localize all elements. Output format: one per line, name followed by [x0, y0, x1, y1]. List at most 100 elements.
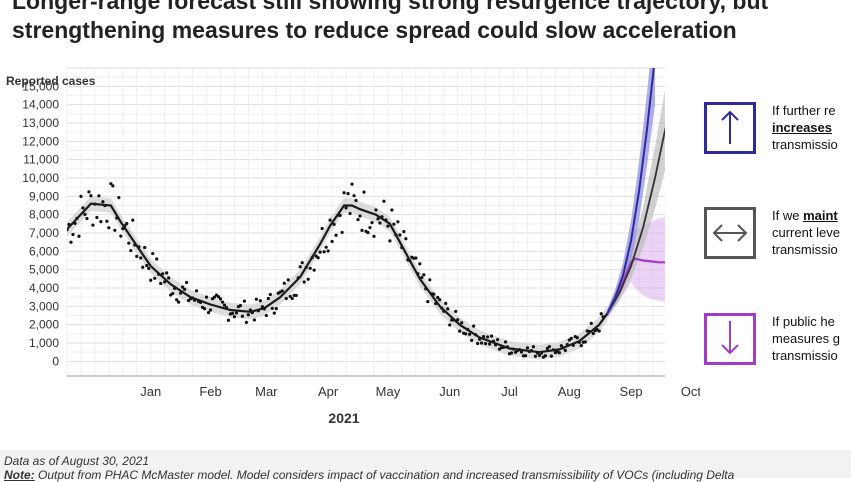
- reported-case-point: [161, 272, 165, 276]
- y-tick-label: 11,000: [23, 153, 59, 167]
- reported-case-point: [446, 307, 450, 311]
- y-tick-label: 0: [52, 354, 59, 368]
- reported-case-point: [328, 218, 332, 222]
- reported-case-point: [334, 233, 338, 237]
- reported-case-point: [352, 194, 356, 198]
- reported-case-point: [139, 256, 143, 260]
- reported-case-point: [485, 335, 490, 339]
- y-tick-label: 2,000: [29, 318, 59, 332]
- maintain-scenario-line: [606, 126, 665, 315]
- reported-case-point: [444, 301, 448, 306]
- reported-case-point: [77, 234, 81, 238]
- reported-case-point: [159, 281, 163, 286]
- reported-case-point: [125, 221, 129, 226]
- plot-series-group: [67, 68, 665, 360]
- reported-case-point: [342, 191, 346, 195]
- chart-title: Longer-range forecast still showing stro…: [12, 0, 768, 45]
- reported-case-point: [597, 329, 601, 333]
- reported-case-point: [109, 182, 113, 186]
- reported-case-point: [151, 251, 155, 256]
- legend-line: current leve: [772, 225, 840, 240]
- reported-case-point: [300, 261, 304, 265]
- reported-case-point: [370, 221, 374, 225]
- y-tick-label: 1,000: [29, 336, 59, 350]
- legend-line: If further re: [772, 103, 836, 118]
- historical-fit-line: [67, 202, 609, 354]
- model-note: Note: Output from PHAC McMaster model. M…: [4, 468, 734, 482]
- y-tick-label: 14,000: [22, 98, 59, 112]
- reported-case-point: [117, 196, 121, 200]
- reported-case-point: [356, 218, 360, 222]
- reported-case-point: [503, 340, 508, 344]
- reported-case-point: [69, 240, 73, 244]
- legend-line: transmissio: [772, 348, 838, 363]
- down-arrow-icon: [721, 321, 739, 355]
- reported-case-point: [495, 337, 500, 342]
- reported-case-point: [226, 318, 231, 322]
- reported-case-point: [280, 289, 284, 293]
- reported-case-point: [294, 293, 298, 298]
- legend-line: If we maint: [772, 208, 838, 223]
- reported-case-point: [167, 276, 171, 280]
- y-axis-label: Reported cases: [6, 74, 96, 88]
- reported-case-point: [135, 254, 139, 258]
- reported-case-point: [338, 213, 342, 217]
- reported-case-point: [208, 308, 213, 312]
- legend-line: increases: [772, 120, 832, 135]
- reported-case-point: [216, 295, 221, 299]
- legend-box-increase: [704, 102, 756, 154]
- x-tick-label: Jul: [501, 384, 518, 399]
- reported-case-point: [525, 346, 530, 350]
- reported-case-point: [153, 276, 157, 280]
- reported-case-point: [212, 295, 217, 299]
- reported-case-point: [470, 338, 474, 342]
- reported-case-point: [145, 263, 149, 268]
- reported-case-point: [366, 231, 370, 235]
- footer: Data as of August 30, 2021 Note: Output …: [0, 450, 851, 482]
- reported-case-point: [87, 190, 91, 194]
- reported-case-point: [312, 268, 316, 272]
- reported-case-point: [111, 184, 115, 188]
- reported-case-point: [97, 194, 101, 198]
- reported-case-point: [83, 212, 87, 217]
- x-tick-label: Apr: [318, 384, 339, 399]
- reported-case-point: [113, 228, 117, 232]
- reported-case-point: [547, 345, 551, 349]
- reported-case-point: [79, 194, 83, 199]
- y-tick-label: 13,000: [22, 116, 59, 130]
- reported-case-point: [183, 287, 187, 291]
- reported-case-point: [284, 296, 288, 301]
- reported-case-point: [456, 318, 460, 322]
- legend-line: measures g: [772, 331, 840, 346]
- reported-case-point: [432, 292, 436, 296]
- reported-case-point: [426, 300, 430, 304]
- reported-case-point: [268, 292, 272, 297]
- reported-case-point: [244, 320, 248, 324]
- legend-text-maintain: If we maint current leve transmissio: [772, 207, 851, 258]
- reported-case-point: [378, 221, 382, 225]
- legend-line: If public he: [772, 314, 835, 329]
- legend-line: transmissio: [772, 137, 838, 152]
- model-note-text: Output from PHAC McMaster model. Model c…: [34, 468, 735, 482]
- x-axis-label: 2021: [328, 410, 359, 426]
- reported-case-point: [386, 224, 390, 228]
- reported-case-point: [127, 241, 131, 245]
- reported-case-point: [454, 309, 458, 313]
- reported-case-point: [129, 248, 133, 253]
- reported-case-point: [509, 351, 514, 355]
- reported-case-point: [326, 249, 330, 253]
- reported-case-point: [575, 336, 579, 340]
- y-tick-label: 6,000: [29, 244, 59, 258]
- reported-case-point: [254, 297, 258, 301]
- reported-case-point: [464, 332, 468, 336]
- reported-case-point: [460, 321, 464, 325]
- reported-case-point: [324, 245, 328, 249]
- y-tick-label: 8,000: [29, 208, 59, 222]
- reported-case-point: [354, 198, 358, 203]
- reported-case-point: [476, 341, 480, 346]
- x-tick-label: Aug: [558, 384, 581, 399]
- historical-fit-band: [67, 196, 608, 360]
- reported-case-point: [141, 265, 145, 269]
- reported-case-point: [392, 222, 396, 226]
- reported-case-point: [282, 281, 286, 285]
